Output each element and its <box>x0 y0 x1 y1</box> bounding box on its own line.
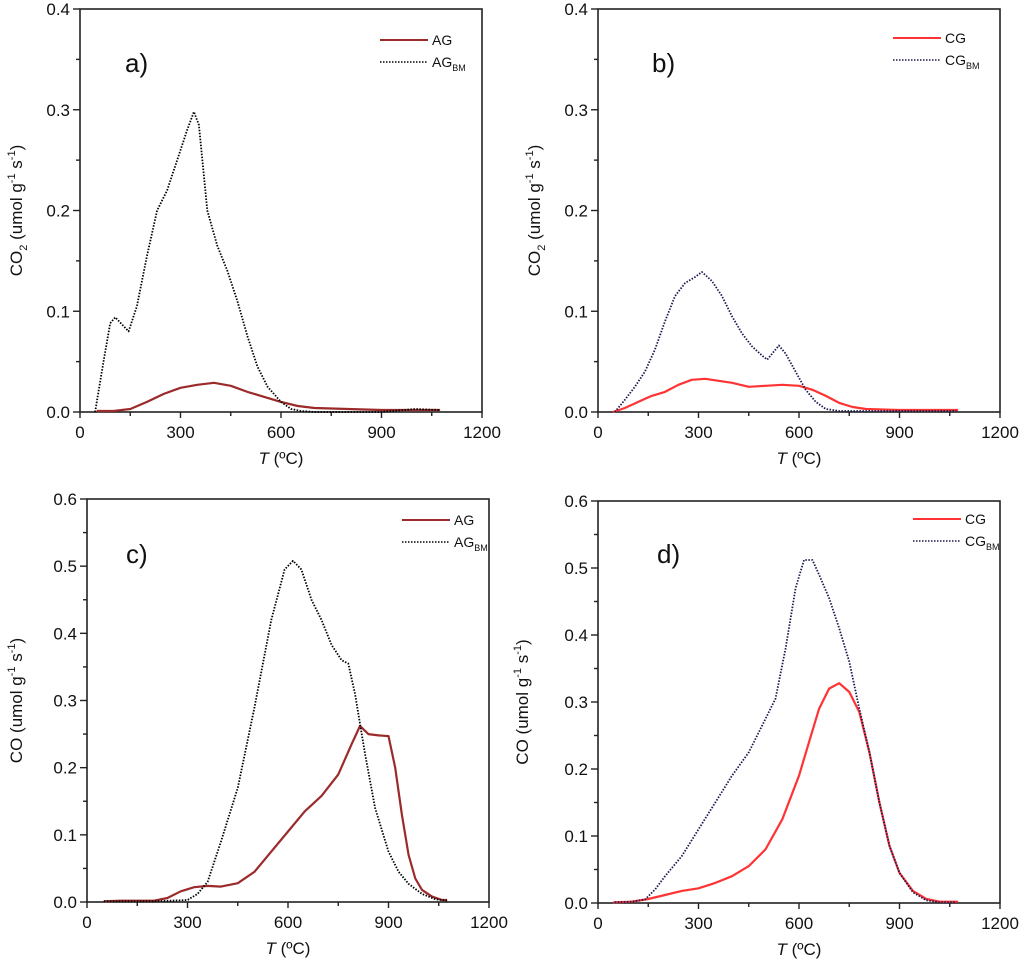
legend-label: CG <box>945 30 966 46</box>
legend-label: CGBM <box>965 533 1000 552</box>
legend-label: AGBM <box>454 534 488 553</box>
series-line-ag-bm <box>103 559 448 903</box>
y-tick-label: 0.3 <box>46 101 70 120</box>
y-tick-label: 0.0 <box>53 893 77 912</box>
series-line-ag <box>103 724 448 903</box>
y-tick-label: 0.6 <box>564 492 588 511</box>
series-line-cg <box>612 377 959 414</box>
y-tick-label: 0.2 <box>46 202 70 221</box>
y-tick-label: 0.4 <box>564 626 588 645</box>
legend-label: AG <box>454 512 474 528</box>
y-tick-label: 0.3 <box>564 693 588 712</box>
panel-a: 0 300 600 900 1200 0.0 0.1 0.2 0.3 0.4 T (ºC) CO2 (… <box>6 0 501 468</box>
y-axis-title: CO2 (umol g-1 s-1) <box>6 145 30 277</box>
y-tick-label: 0.6 <box>53 490 77 509</box>
x-tick-label: 900 <box>374 913 402 932</box>
legend-label: AGBM <box>432 54 466 73</box>
y-tick-label: 0.4 <box>564 0 588 19</box>
legend-label: AG <box>432 32 452 48</box>
x-tick-label: 0 <box>75 423 84 442</box>
x-axis-title: T (ºC) <box>777 940 822 959</box>
y-tick-label: 0.1 <box>53 826 77 845</box>
series-line-ag-bm <box>94 110 441 413</box>
y-tick-label: 0.0 <box>564 403 588 422</box>
y-tick-label: 0.5 <box>53 557 77 576</box>
y-axis-title: CO (umol g-1 s-1) <box>6 638 26 763</box>
legend-label: CGBM <box>945 52 980 71</box>
panel-label: a) <box>125 48 148 78</box>
x-tick-label: 1200 <box>981 914 1019 933</box>
panel-b: 0 300 600 900 1200 0.0 0.1 0.2 0.3 0.4 T (ºC) CO2 (… <box>524 0 1019 468</box>
panel-label: b) <box>652 48 675 78</box>
x-tick-label: 0 <box>593 423 602 442</box>
y-axis-title: CO2 (umol g-1 s-1) <box>524 145 548 277</box>
x-tick-label: 600 <box>274 913 302 932</box>
panel-c: 0 300 600 900 1200 0.0 0.1 0.2 0.3 0.4 0.5 0.6 T (ºC… <box>6 490 508 958</box>
series-line-cg-bm <box>614 271 957 413</box>
x-tick-label: 0 <box>82 913 91 932</box>
x-tick-label: 600 <box>785 423 813 442</box>
panel-d: 0 300 600 900 1200 0.0 0.1 0.2 0.3 0.4 0.5 0.6 T (ºC… <box>512 492 1019 959</box>
panel-label: c) <box>126 539 148 569</box>
x-tick-label: 300 <box>173 913 201 932</box>
x-tick-label: 600 <box>267 423 295 442</box>
y-tick-label: 0.3 <box>53 692 77 711</box>
panel-label: d) <box>657 539 680 569</box>
y-tick-label: 0.1 <box>564 827 588 846</box>
y-tick-label: 0.4 <box>53 624 77 643</box>
y-tick-label: 0.0 <box>564 894 588 913</box>
y-tick-label: 0.2 <box>53 759 77 778</box>
x-tick-label: 600 <box>785 914 813 933</box>
x-tick-label: 1200 <box>463 423 501 442</box>
x-tick-label: 900 <box>885 423 913 442</box>
y-tick-label: 0.2 <box>564 202 588 221</box>
x-tick-label: 1200 <box>470 913 508 932</box>
x-axis-title: T (ºC) <box>259 449 304 468</box>
y-tick-label: 0.5 <box>564 559 588 578</box>
x-axis-title: T (ºC) <box>777 449 822 468</box>
series-line-cg <box>613 682 959 904</box>
x-tick-label: 300 <box>166 423 194 442</box>
x-tick-label: 300 <box>684 914 712 933</box>
y-tick-label: 0.4 <box>46 0 70 19</box>
series-line-ag <box>96 381 441 413</box>
x-tick-label: 300 <box>684 423 712 442</box>
x-axis-title: T (ºC) <box>266 939 311 958</box>
x-tick-label: 1200 <box>981 423 1019 442</box>
x-tick-label: 0 <box>593 914 602 933</box>
y-tick-label: 0.2 <box>564 760 588 779</box>
y-tick-label: 0.0 <box>46 403 70 422</box>
x-tick-label: 900 <box>885 914 913 933</box>
y-tick-label: 0.1 <box>564 302 588 321</box>
y-tick-label: 0.3 <box>564 101 588 120</box>
y-axis-title: CO (umol g-1 s-1) <box>512 639 532 764</box>
y-tick-label: 0.1 <box>46 302 70 321</box>
legend-label: CG <box>965 511 986 527</box>
x-tick-label: 900 <box>367 423 395 442</box>
series-line-cg-bm <box>614 559 957 904</box>
